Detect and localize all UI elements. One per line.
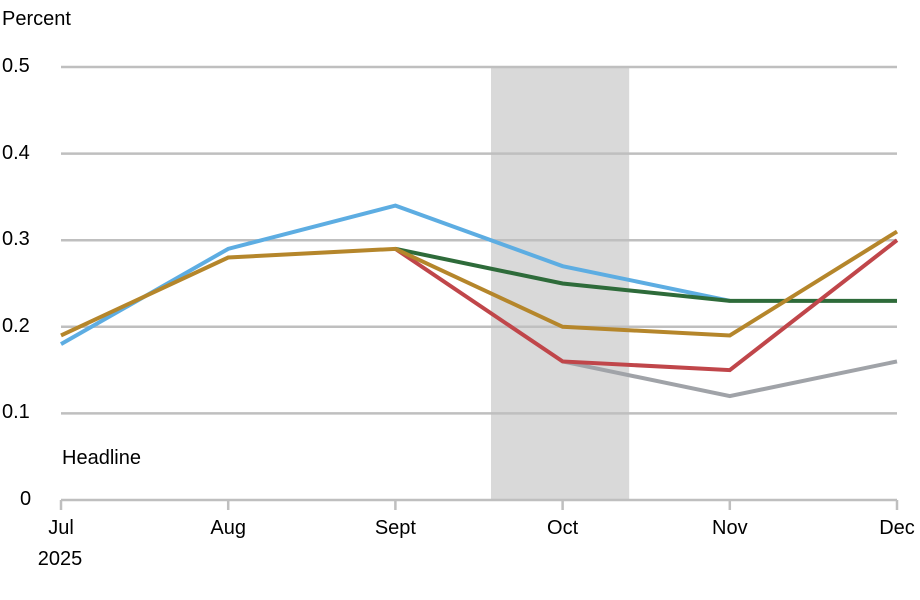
series-blue — [60, 203, 731, 346]
series-gold — [60, 229, 899, 338]
series-gray — [562, 359, 898, 399]
chart-annotation: Headline — [62, 447, 141, 469]
x-tick-label: Aug — [210, 517, 246, 539]
y-tick-label: 0.2 — [2, 314, 30, 337]
x-tick-label: Jul — [48, 517, 74, 539]
y-tick-label: 0.4 — [2, 141, 30, 164]
x-axis — [59, 498, 899, 510]
series-lines — [60, 203, 899, 399]
series-red — [394, 238, 899, 373]
y-tick-label: 0.3 — [2, 228, 30, 251]
y-tick-label: 0 — [20, 488, 32, 510]
y-tick-label: 0.5 — [2, 55, 30, 77]
x-tick-label: Sept — [374, 517, 416, 539]
gridlines — [61, 65, 897, 415]
y-tick-label: 0.1 — [2, 401, 30, 424]
x-axis-year-label: 2025 — [37, 548, 83, 570]
x-tick-label: Oct — [547, 517, 579, 539]
series-green — [394, 246, 897, 303]
x-tick-label: Dec — [879, 517, 915, 539]
y-axis-title: Percent — [2, 8, 71, 30]
x-tick-label: Nov — [712, 517, 748, 539]
